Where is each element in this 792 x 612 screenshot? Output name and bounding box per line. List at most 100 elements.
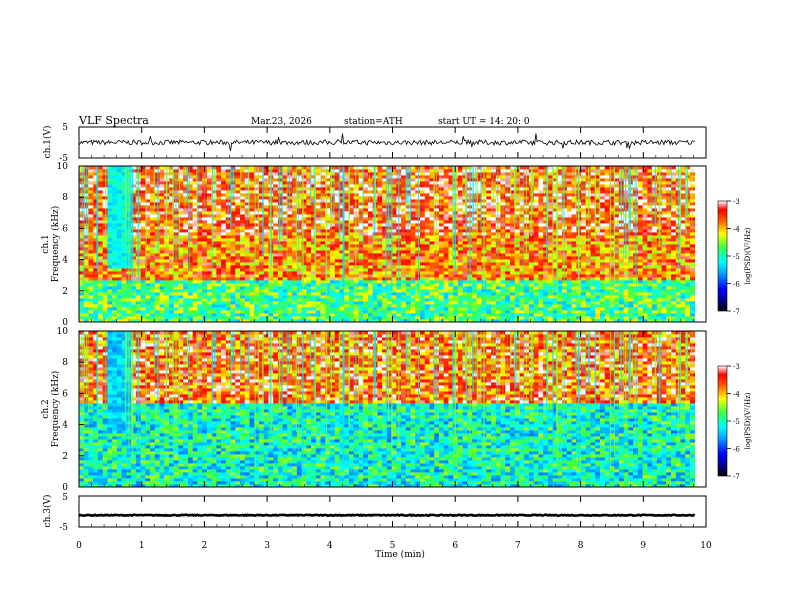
ch1-waveform-ylabel: ch.1(V) (42, 126, 53, 159)
spectrogram-cell (116, 307, 123, 311)
spectrogram-cell (211, 247, 217, 251)
spectrogram-cell (585, 313, 591, 317)
spectrogram-cell (358, 244, 364, 248)
spectrogram-cell (410, 235, 416, 239)
spectrogram-cell (330, 235, 336, 239)
spectrogram-cell (102, 268, 108, 272)
spectrogram-cell (315, 301, 321, 305)
spectrogram-cell (145, 286, 151, 290)
spectrogram-cell (538, 226, 544, 230)
spectrogram-cell (528, 289, 535, 293)
spectrogram-cell (571, 295, 577, 299)
spectrogram-cell (642, 289, 648, 293)
spectrogram-cell (249, 214, 255, 218)
spectrogram-cell (206, 250, 213, 254)
spectrogram-cell (599, 298, 606, 302)
spectrogram-cell (476, 247, 482, 251)
spectrogram-cell (486, 217, 492, 221)
spectrogram-cell (230, 232, 236, 236)
spectrogram-cell (93, 256, 99, 260)
spectrogram-cell (154, 271, 160, 275)
spectrogram-cell (249, 208, 255, 212)
spectrogram-cell (671, 274, 677, 278)
spectrogram-cell (131, 259, 137, 263)
spectrogram-cell (159, 226, 165, 230)
spectrogram-cell (372, 259, 378, 263)
spectrogram-cell (93, 274, 99, 278)
spectrogram-cell (168, 286, 175, 290)
spectrogram-cell (164, 289, 170, 293)
spectrogram-cell (292, 307, 298, 311)
spectrogram-cell (358, 310, 364, 314)
spectrogram-cell (187, 307, 194, 311)
spectrogram-cell (112, 319, 118, 323)
spectrogram-cell (566, 211, 572, 215)
spectrogram-cell (121, 283, 127, 287)
spectrogram-cell (547, 292, 554, 296)
spectrogram-cell (510, 208, 516, 212)
spectrogram-cell (187, 283, 194, 287)
spectrogram-cell (249, 274, 255, 278)
spectrogram-cell (401, 229, 407, 233)
spectrogram-cell (244, 229, 250, 233)
spectrogram-cell (434, 250, 440, 254)
spectrogram-cell (102, 304, 108, 308)
spectrogram-cell (647, 226, 653, 230)
spectrogram-cell (656, 253, 662, 257)
spectrogram-cell (121, 229, 127, 233)
spectrogram-cell (533, 250, 539, 254)
spectrogram-cell (277, 274, 284, 278)
spectrogram-cell (235, 274, 241, 278)
spectrogram-cell (377, 259, 383, 263)
spectrogram-cell (528, 268, 535, 272)
spectrogram-cell (457, 295, 464, 299)
spectrogram-cell (353, 304, 359, 308)
spectrogram-cell (514, 319, 520, 323)
spectrogram-cell (225, 280, 231, 284)
spectrogram-cell (107, 307, 113, 311)
spectrogram-cell (652, 259, 658, 263)
spectrogram-cell (462, 268, 468, 272)
spectrogram-cell (221, 313, 227, 317)
spectrogram-cell (330, 232, 336, 236)
spectrogram-cell (472, 280, 478, 284)
spectrogram-cell (211, 280, 217, 284)
spectrogram-cell (519, 292, 525, 296)
spectrogram-cell (415, 235, 421, 239)
spectrogram-cell (249, 289, 255, 293)
spectrogram-cell (292, 283, 298, 287)
spectrogram-cell (689, 253, 696, 257)
spectrogram-cell (216, 298, 222, 302)
spectrogram-cell (88, 223, 94, 227)
spectrogram-cell (486, 307, 492, 311)
spectrogram-cell (552, 214, 558, 218)
spectrogram-cell (292, 235, 298, 239)
spectrogram-cell (547, 229, 554, 233)
spectrogram-cell (140, 205, 146, 209)
spectrogram-cell (472, 301, 478, 305)
spectrogram-cell (230, 238, 236, 242)
spectrogram-cell (88, 283, 94, 287)
spectrogram-cell (277, 268, 284, 272)
spectrogram-cell (273, 304, 279, 308)
spectrogram-cell (339, 235, 345, 239)
spectrogram-cell (93, 313, 99, 317)
spectrogram-cell (197, 232, 203, 236)
spectrogram-cell (154, 268, 160, 272)
spectrogram-cell (292, 280, 298, 284)
spectrogram-cell (396, 319, 402, 323)
spectrogram-cell (372, 280, 378, 284)
spectrogram-cell (258, 304, 265, 308)
spectrogram-cell (557, 235, 563, 239)
spectrogram-cell (282, 289, 288, 293)
spectrogram-cell (154, 307, 160, 311)
spectrogram-cell (500, 298, 506, 302)
spectrogram-cell (197, 241, 203, 245)
spectrogram-cell (263, 262, 269, 266)
spectrogram-cell (192, 319, 198, 323)
spectrogram-cell (505, 304, 511, 308)
spectrogram-cell (443, 229, 449, 233)
spectrogram-cell (202, 235, 208, 239)
spectrogram-cell (533, 307, 539, 311)
spectrogram-cell (121, 223, 127, 227)
